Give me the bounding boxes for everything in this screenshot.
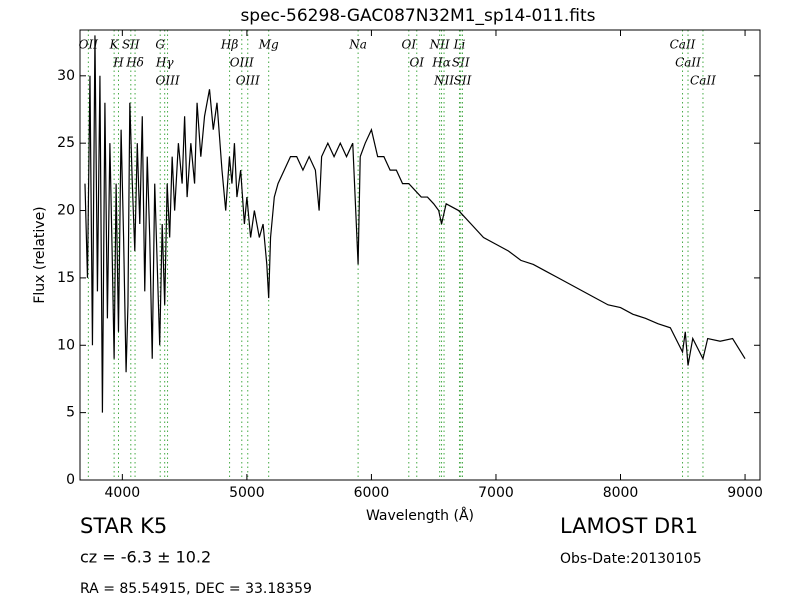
spectral-line-label: CaII [690,74,716,88]
coordinates: RA = 85.54915, DEC = 33.18359 [80,581,312,597]
spectral-line-label: OIII [230,56,254,70]
spectral-line-label: SII [122,38,140,52]
x-tick-label: 6000 [354,485,390,501]
spectral-line-label: OIII [156,74,180,88]
spectrum-line [84,35,746,413]
spectral-line-label: Na [348,38,367,52]
spectral-line-label: CaII [675,56,701,70]
y-tick-label: 15 [57,270,75,286]
x-tick-label: 5000 [229,485,265,501]
spectral-line-label: Hβ [220,38,238,52]
redshift: cz = -6.3 ± 10.2 [80,548,211,567]
spectral-line-label: OI [402,38,417,52]
x-tick-label: 7000 [478,485,514,501]
spectral-line-label: G [155,38,165,52]
spectral-line-label: OI [409,56,424,70]
spectral-line-label: OIII [236,74,260,88]
object-class: STAR K5 [80,514,167,538]
spectral-line-label: Hγ [155,56,174,70]
spectral-line-label: SII [452,56,470,70]
survey: LAMOST DR1 [560,514,698,538]
x-axis-label: Wavelength (Å) [366,507,474,524]
spectral-line-label: NII [429,38,450,52]
y-tick-label: 5 [66,405,75,421]
y-tick-label: 20 [57,203,75,219]
spectral-line-label: Hδ [125,56,144,70]
chart-title: spec-56298-GAC087N32M1_sp14-011.fits [240,6,595,26]
spectral-line-label: CaII [670,38,696,52]
y-tick-label: 30 [57,68,75,84]
obs-date: Obs-Date:20130105 [560,551,702,567]
y-tick-label: 10 [57,337,75,353]
spectral-line-label: NII [433,74,454,88]
spectral-line-label: K [109,38,120,52]
x-tick-label: 9000 [727,485,763,501]
y-tick-label: 25 [57,135,75,151]
y-axis-label: Flux (relative) [32,206,48,303]
y-tick-label: 0 [66,472,75,488]
spectral-line-label: Mg [258,38,279,52]
x-tick-label: 4000 [105,485,141,501]
spectral-line-label: H [112,56,124,70]
plot-frame [79,29,761,481]
spectral-line-label: SII [454,74,472,88]
spectral-line-label: Hα [431,56,451,70]
spectral-line-label: Li [453,38,466,52]
x-tick-label: 8000 [603,485,639,501]
spectral-line-label: OII [79,38,99,52]
